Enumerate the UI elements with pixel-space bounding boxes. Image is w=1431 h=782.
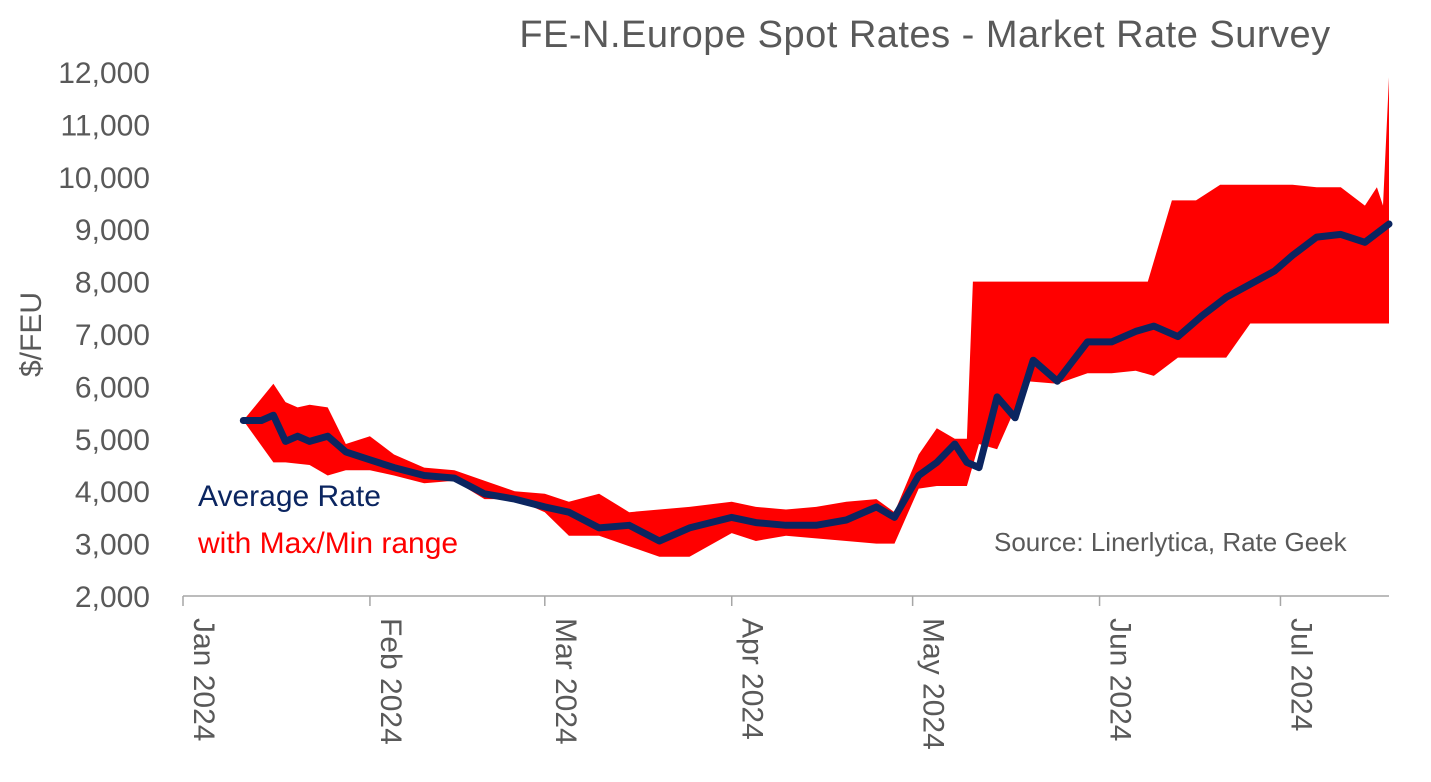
average-rate-point	[453, 477, 455, 479]
average-rate-point	[936, 461, 938, 463]
average-rate-point	[1087, 341, 1088, 343]
average-rate-point	[345, 451, 347, 453]
x-tick-label: Jan 2024	[187, 618, 220, 741]
average-rate-line	[239, 220, 1393, 545]
x-tick-label: Mar 2024	[549, 618, 582, 745]
source-annotation: Source: Linerlytica, Rate Geek	[994, 527, 1347, 557]
average-rate-point	[1153, 325, 1155, 327]
x-tick-label: Feb 2024	[374, 618, 407, 745]
average-rate-point	[918, 475, 920, 476]
average-rate-point	[1249, 283, 1251, 285]
legend-average-rate: Average Rate	[198, 480, 381, 513]
y-axis-label: $/FEU	[15, 291, 48, 377]
y-tick-label: 8,000	[75, 267, 150, 300]
average-rate-point	[568, 511, 570, 513]
average-rate-point	[1225, 296, 1227, 298]
average-rate-point	[393, 467, 395, 469]
y-axis-ticks: 2,000 3,000 4,000 5,000 6,000 7,000 8,000 9,000…	[58, 57, 150, 614]
average-rate-point	[1014, 417, 1016, 419]
average-rate-point	[484, 493, 485, 495]
average-rate-point	[755, 522, 757, 524]
y-tick-label: 4,000	[75, 476, 150, 509]
y-tick-label: 5,000	[75, 424, 150, 457]
average-rate-point	[1340, 233, 1342, 235]
x-tick-label: Apr 2024	[736, 618, 769, 740]
average-rate-point	[894, 516, 895, 518]
average-rate-point	[845, 519, 847, 521]
y-tick-label: 6,000	[75, 371, 150, 404]
x-tick-label: Jul 2024	[1285, 618, 1318, 731]
range-area-polygon	[243, 77, 1389, 557]
average-rate-point	[514, 498, 516, 500]
legend-max-min-range: with Max/Min range	[198, 527, 459, 560]
average-rate-point	[297, 435, 299, 437]
average-rate-point	[1135, 330, 1137, 332]
average-rate-point	[1273, 270, 1275, 272]
average-rate-point	[1388, 223, 1390, 225]
average-rate-point	[544, 506, 546, 508]
average-rate-point	[285, 440, 286, 442]
average-rate-point	[309, 440, 311, 442]
y-tick-label: 7,000	[75, 319, 150, 352]
average-rate-point	[978, 467, 980, 469]
average-rate-point	[327, 435, 329, 437]
average-rate-point	[423, 475, 425, 476]
average-rate-point	[628, 524, 630, 526]
average-rate-polyline	[239, 220, 1393, 545]
average-rate-point	[1316, 236, 1318, 238]
x-tick-label: May 2024	[917, 618, 950, 750]
y-tick-label: 2,000	[75, 581, 150, 614]
average-rate-point	[1032, 359, 1034, 361]
chart-title: FE-N.Europe Spot Rates - Market Rate Sur…	[519, 14, 1331, 56]
average-rate-point	[598, 527, 600, 529]
average-rate-point	[689, 527, 690, 529]
average-rate-point	[272, 414, 274, 416]
max-min-range-area	[243, 77, 1389, 557]
y-tick-label: 3,000	[75, 529, 150, 562]
average-rate-point	[785, 524, 787, 526]
average-rate-point	[1292, 254, 1293, 256]
average-rate-point	[996, 396, 998, 398]
average-rate-point	[815, 524, 817, 526]
y-tick-label: 10,000	[58, 162, 150, 195]
average-rate-point	[1364, 241, 1366, 243]
average-rate-point	[1056, 380, 1058, 382]
x-tick-label: Jun 2024	[1104, 618, 1137, 741]
average-rate-point	[966, 461, 968, 463]
average-rate-point	[260, 420, 262, 421]
y-tick-label: 12,000	[58, 57, 150, 90]
average-rate-point	[954, 443, 956, 445]
average-rate-point	[1111, 341, 1113, 343]
average-rate-point	[731, 516, 733, 518]
average-rate-point	[1177, 336, 1179, 338]
y-tick-label: 9,000	[75, 214, 150, 247]
average-rate-point	[658, 540, 660, 542]
average-rate-point	[369, 459, 371, 461]
x-axis-ticks: Jan 2024 Feb 2024 Mar 2024 Apr 2024 May 2024…	[182, 596, 1318, 750]
y-tick-label: 11,000	[60, 109, 150, 142]
average-rate-point	[242, 420, 244, 421]
average-rate-point	[1201, 315, 1203, 317]
average-rate-point	[875, 506, 877, 508]
